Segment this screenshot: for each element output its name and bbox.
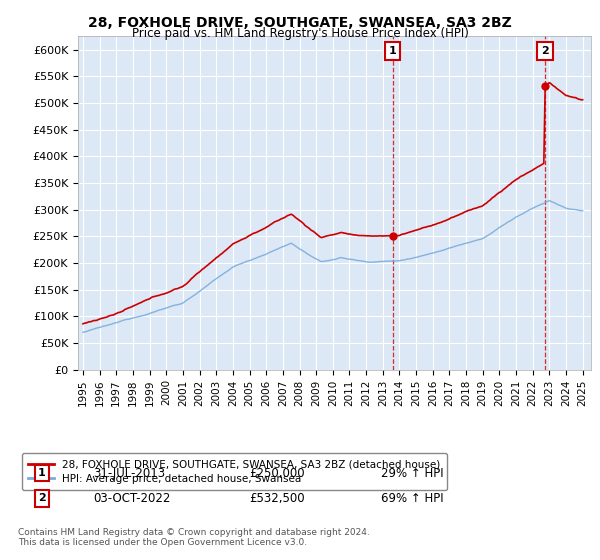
- Text: 28, FOXHOLE DRIVE, SOUTHGATE, SWANSEA, SA3 2BZ: 28, FOXHOLE DRIVE, SOUTHGATE, SWANSEA, S…: [88, 16, 512, 30]
- Text: 1: 1: [389, 46, 397, 57]
- Text: 31-JUL-2013: 31-JUL-2013: [93, 466, 165, 480]
- Text: Price paid vs. HM Land Registry's House Price Index (HPI): Price paid vs. HM Land Registry's House …: [131, 27, 469, 40]
- Text: 2: 2: [38, 493, 46, 503]
- Text: 69% ↑ HPI: 69% ↑ HPI: [381, 492, 443, 505]
- Text: £250,000: £250,000: [249, 466, 305, 480]
- Text: 03-OCT-2022: 03-OCT-2022: [93, 492, 170, 505]
- Text: 1: 1: [38, 468, 46, 478]
- Legend: 28, FOXHOLE DRIVE, SOUTHGATE, SWANSEA, SA3 2BZ (detached house), HPI: Average pr: 28, FOXHOLE DRIVE, SOUTHGATE, SWANSEA, S…: [22, 453, 447, 490]
- Text: Contains HM Land Registry data © Crown copyright and database right 2024.
This d: Contains HM Land Registry data © Crown c…: [18, 528, 370, 547]
- Text: 29% ↑ HPI: 29% ↑ HPI: [381, 466, 443, 480]
- Text: £532,500: £532,500: [249, 492, 305, 505]
- Text: 2: 2: [541, 46, 549, 57]
